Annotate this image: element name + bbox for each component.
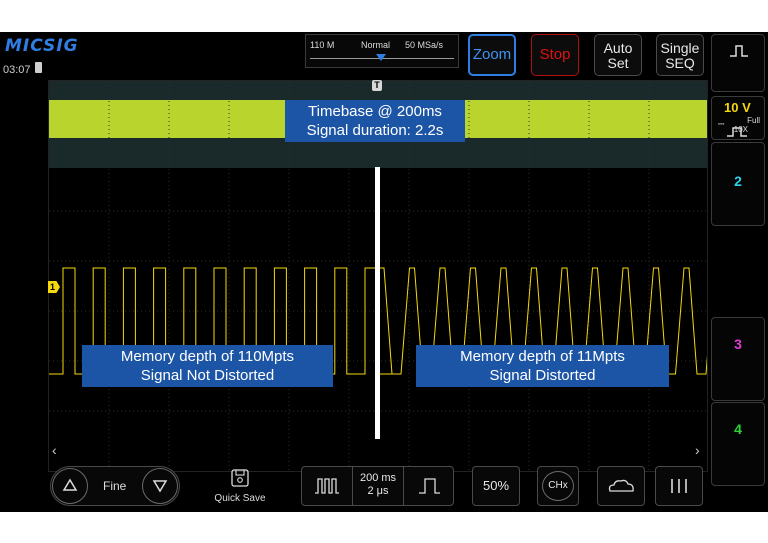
timebase-annotation-line2: Signal duration: 2.2s: [306, 122, 444, 139]
ch1-scale: 10 V: [724, 100, 751, 115]
trigger-50-percent-button[interactable]: 50%: [472, 466, 520, 506]
triangle-down-icon: [152, 480, 168, 493]
auto-set-button[interactable]: Auto Set: [594, 34, 642, 76]
increase-button[interactable]: [52, 468, 88, 504]
channel-3-button[interactable]: 3: [711, 317, 765, 401]
trigger-position-icon: [376, 54, 386, 61]
cloud-button[interactable]: [597, 466, 645, 506]
right-annotation-line1: Memory depth of 11Mpts: [460, 348, 625, 365]
oscilloscope-screen: MICSIG 03:07 110 M Normal 50 MSa/s Zoom …: [0, 32, 768, 512]
battery-icon: [35, 62, 42, 73]
triangle-up-icon: [62, 478, 78, 491]
trigger-edge-button[interactable]: [711, 34, 765, 92]
edge-icon: [727, 127, 747, 137]
single-label-1: Single: [660, 40, 700, 56]
channel-select-button[interactable]: CHx: [537, 466, 579, 506]
channel-1-settings[interactable]: 10 V ⎓ Full 10X: [711, 96, 765, 140]
brand-logo: MICSIG: [5, 36, 79, 56]
rising-edge-icon: [730, 45, 748, 57]
timebase-annotation-line1: Timebase @ 200ms: [308, 103, 442, 120]
left-annotation-line2: Signal Not Distorted: [140, 367, 275, 384]
bars-menu-icon: [671, 479, 687, 493]
trigger-position-marker[interactable]: T: [372, 80, 382, 91]
quick-save-label: Quick Save: [214, 493, 266, 504]
menu-button[interactable]: [655, 466, 703, 506]
timebase-zoom: 2 μs: [367, 485, 389, 497]
dc-coupling-icon: ⎓: [718, 119, 725, 128]
single-label-2: SEQ: [665, 55, 695, 71]
channel-2-button[interactable]: 2: [711, 142, 765, 226]
fine-label: Fine: [103, 479, 127, 493]
clock: 03:07: [3, 64, 31, 76]
left-annotation: Memory depth of 110Mpts Signal Not Disto…: [82, 345, 333, 387]
auto-set-label-1: Auto: [603, 40, 633, 56]
ch1-offset-marker[interactable]: 1: [48, 281, 60, 293]
single-pulse-icon[interactable]: [404, 467, 454, 505]
zoom-button[interactable]: Zoom: [468, 34, 516, 76]
auto-set-label-2: Set: [607, 55, 629, 71]
ch1-waveform-undistorted: [49, 267, 396, 375]
stop-button[interactable]: Stop: [531, 34, 579, 76]
comparison-divider: [375, 167, 380, 439]
trigger-mode: Normal: [361, 40, 391, 50]
scroll-right-icon[interactable]: ›: [695, 442, 700, 458]
timebase-main: 200 ms: [359, 472, 397, 484]
quick-save-button[interactable]: Quick Save: [205, 468, 275, 510]
ch4-label: 4: [734, 421, 742, 437]
right-annotation-line2: Signal Distorted: [489, 367, 596, 384]
ch1-edge-icon-wrap: [711, 108, 765, 148]
memory-depth: 110 M: [310, 40, 335, 50]
timebase-setting[interactable]: 200 ms 2 μs: [352, 467, 404, 505]
save-icon: [231, 469, 249, 487]
channel-4-button[interactable]: 4: [711, 402, 765, 486]
acquisition-status[interactable]: 110 M Normal 50 MSa/s: [305, 34, 459, 68]
chx-label: CHx: [542, 471, 574, 501]
fine-adjust-control[interactable]: Fine: [50, 466, 180, 506]
sample-rate: 50 MSa/s: [405, 40, 444, 50]
timebase-annotation: Timebase @ 200ms Signal duration: 2.2s: [285, 100, 465, 142]
right-annotation: Memory depth of 11Mpts Signal Distorted: [416, 345, 669, 387]
single-seq-button[interactable]: Single SEQ: [656, 34, 704, 76]
cloud-icon: [608, 479, 634, 492]
horizontal-controls: 200 ms 2 μs: [301, 466, 454, 506]
left-annotation-line1: Memory depth of 110Mpts: [120, 348, 295, 365]
ch2-label: 2: [734, 173, 742, 189]
pulse-train-icon[interactable]: [302, 467, 352, 505]
ch3-label: 3: [734, 336, 742, 352]
ch1-bandwidth: Full: [747, 116, 760, 125]
decrease-button[interactable]: [142, 468, 178, 504]
scroll-left-icon[interactable]: ‹: [52, 442, 57, 458]
